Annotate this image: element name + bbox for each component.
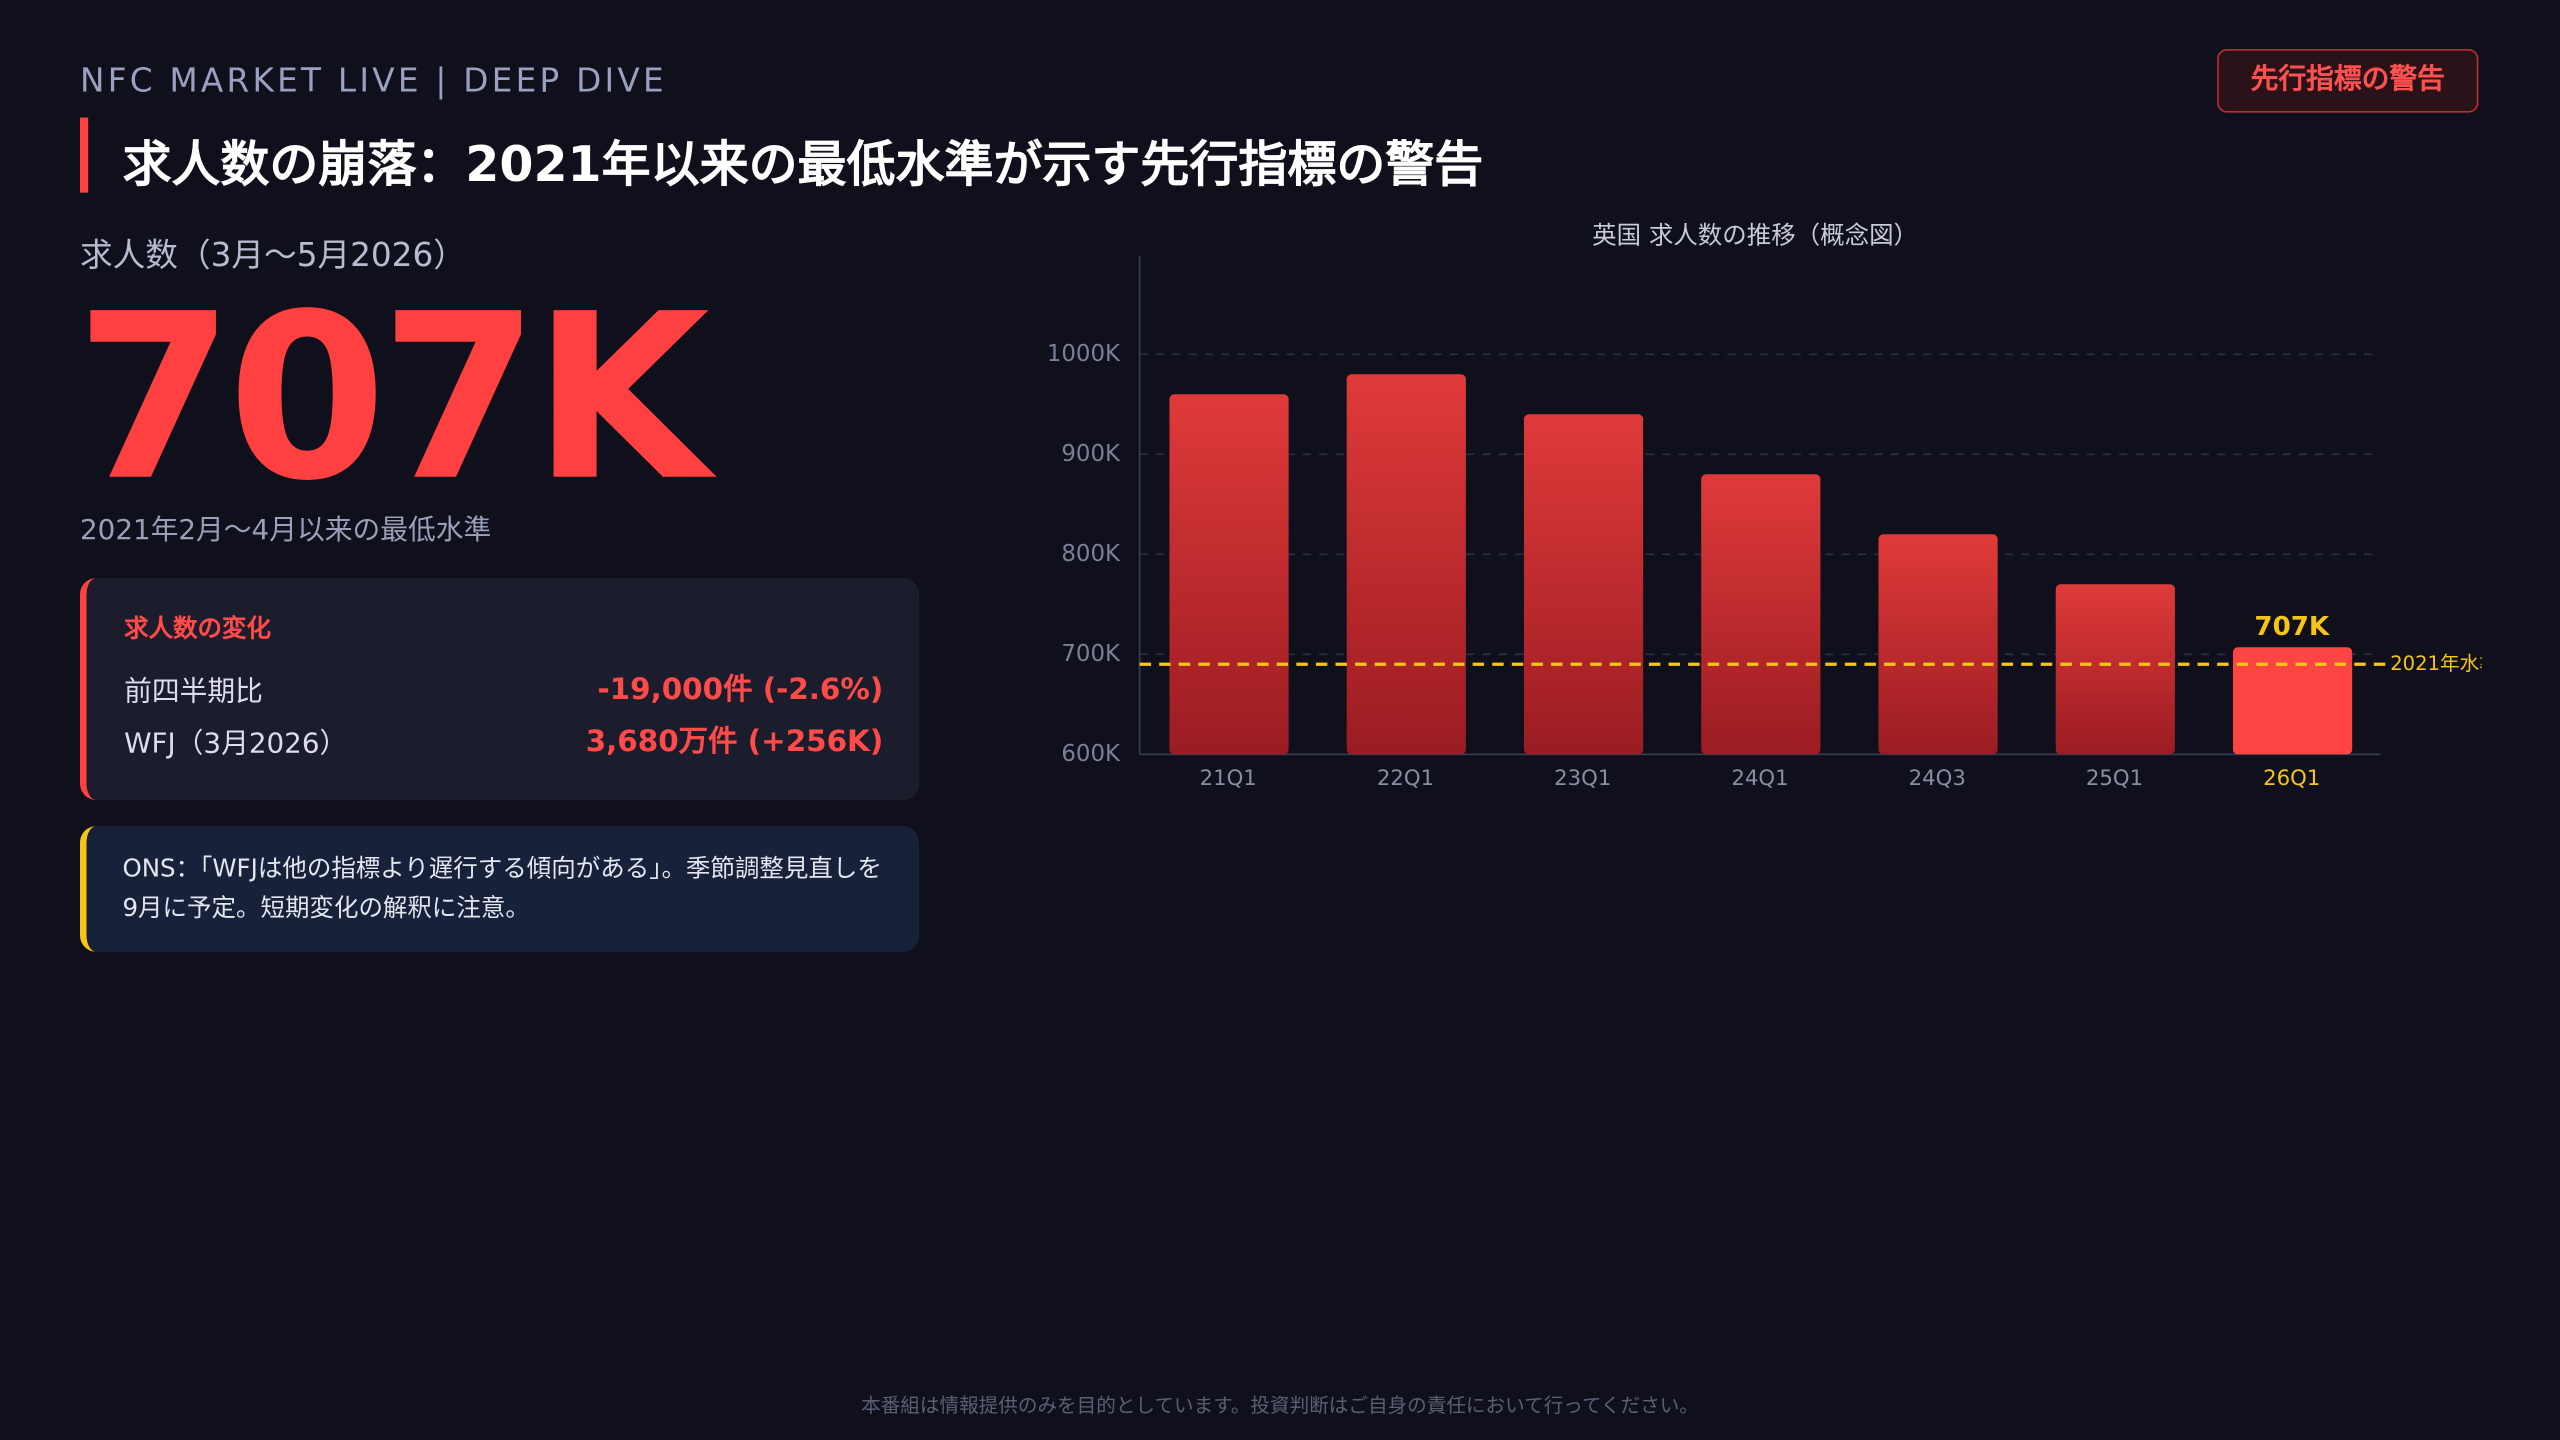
reference-label: 2021年水準 <box>2390 652 2481 675</box>
y-tick-label: 800K <box>1061 541 1121 567</box>
bar <box>1346 374 1466 755</box>
bar <box>1701 474 1821 755</box>
footer: 本番組は情報提供のみを目的としています。投資判断はご自身の責任において行ってくだ… <box>861 1394 1699 1418</box>
y-tick-label: 1000K <box>1047 341 1121 367</box>
y-tick-label: 700K <box>1061 641 1121 667</box>
x-tick-label: 24Q1 <box>1731 766 1788 791</box>
row-value: -19,000件 (-2.6%) <box>597 672 884 707</box>
value-label: 707K <box>2254 612 2331 642</box>
note: ONS：「WFJは他の指標より遅行する傾向がある」。季節調整見直しを9月に予定。… <box>79 826 920 952</box>
y-tick-label: 600K <box>1061 741 1121 767</box>
change-card: 求人数の変化 前四半期比 -19,000件 (-2.6%) WFJ（3月2026… <box>79 577 920 800</box>
bar <box>1169 394 1289 755</box>
x-tick-label: 21Q1 <box>1200 766 1257 791</box>
badge: 先行指標の警告 <box>2217 48 2479 113</box>
row-label: WFJ（3月2026） <box>124 728 348 761</box>
big-value: 707K <box>75 266 710 533</box>
x-tick-label: 23Q1 <box>1554 766 1611 791</box>
bar <box>2232 647 2353 755</box>
brand: NFC MARKET LIVE | DEEP DIVE <box>79 60 667 100</box>
y-tick-label: 900K <box>1061 441 1121 467</box>
title-accent <box>79 117 89 193</box>
bar <box>1523 414 1644 755</box>
chart: 英国 求人数の推移（概念図） 600K 700K 800K 900K 1000K 21Q1… <box>1047 221 2482 791</box>
row-label: 前四半期比 <box>124 675 263 709</box>
card-title: 求人数の変化 <box>124 613 272 644</box>
page-title: 求人数の崩落：2021年以来の最低水準が示す先行指標の警告 <box>122 137 1484 195</box>
x-tick-label: 26Q1 <box>2263 766 2320 791</box>
x-tick-label: 25Q1 <box>2086 766 2143 791</box>
metric-label: 求人数（3月〜5月2026） <box>79 235 466 275</box>
chart-title: 英国 求人数の推移（概念図） <box>1592 221 1918 250</box>
bar <box>2055 584 2175 755</box>
row-value: 3,680万件 (+256K) <box>585 724 884 760</box>
x-tick-label: 24Q3 <box>1909 766 1966 791</box>
x-tick-label: 22Q1 <box>1377 766 1434 791</box>
bar <box>1878 534 1998 755</box>
metric-sub: 2021年2月〜4月以来の最低水準 <box>79 514 492 547</box>
